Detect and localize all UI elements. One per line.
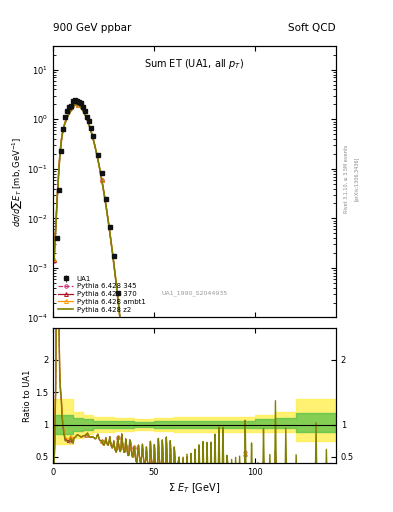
Line: Pythia 6.428 345: Pythia 6.428 345 xyxy=(52,102,334,512)
Pythia 6.428 370 xyxy=(127,408,131,414)
Y-axis label: $d\sigma/d\sum E_T\ [\mathrm{mb,GeV}^{-1}]$: $d\sigma/d\sum E_T\ [\mathrm{mb,GeV}^{-1… xyxy=(10,137,24,227)
Pythia 6.428 z2 xyxy=(75,101,79,108)
Pythia 6.428 z2 xyxy=(127,408,131,414)
Legend: UA1, Pythia 6.428 345, Pythia 6.428 370, Pythia 6.428 ambt1, Pythia 6.428 z2: UA1, Pythia 6.428 345, Pythia 6.428 370,… xyxy=(57,274,147,314)
Text: Rivet 3.1.10, ≥ 3.5M events: Rivet 3.1.10, ≥ 3.5M events xyxy=(344,145,349,214)
Text: Sum ET (UA1, all $p_T$): Sum ET (UA1, all $p_T$) xyxy=(144,57,245,71)
Text: 900 GeV ppbar: 900 GeV ppbar xyxy=(53,23,131,33)
X-axis label: $\Sigma\ E_T\ [\mathrm{GeV}]$: $\Sigma\ E_T\ [\mathrm{GeV}]$ xyxy=(169,481,220,495)
Y-axis label: Ratio to UA1: Ratio to UA1 xyxy=(23,369,32,422)
Line: Pythia 6.428 370: Pythia 6.428 370 xyxy=(52,102,334,512)
Pythia 6.428 ambt1 xyxy=(52,257,57,263)
Pythia 6.428 ambt1 xyxy=(127,408,131,414)
Pythia 6.428 370 xyxy=(52,257,57,263)
Text: [arXiv:1306.3436]: [arXiv:1306.3436] xyxy=(354,157,359,201)
Pythia 6.428 z2 xyxy=(52,258,57,264)
Pythia 6.428 345 xyxy=(75,101,79,108)
Text: Soft QCD: Soft QCD xyxy=(288,23,336,33)
Line: Pythia 6.428 ambt1: Pythia 6.428 ambt1 xyxy=(52,102,334,512)
Line: Pythia 6.428 z2: Pythia 6.428 z2 xyxy=(54,104,332,512)
Pythia 6.428 370 xyxy=(75,101,79,108)
Pythia 6.428 ambt1 xyxy=(75,101,79,108)
Pythia 6.428 345 xyxy=(52,258,57,264)
Pythia 6.428 345 xyxy=(127,408,131,414)
Text: UA1_1990_S2044935: UA1_1990_S2044935 xyxy=(162,290,228,296)
